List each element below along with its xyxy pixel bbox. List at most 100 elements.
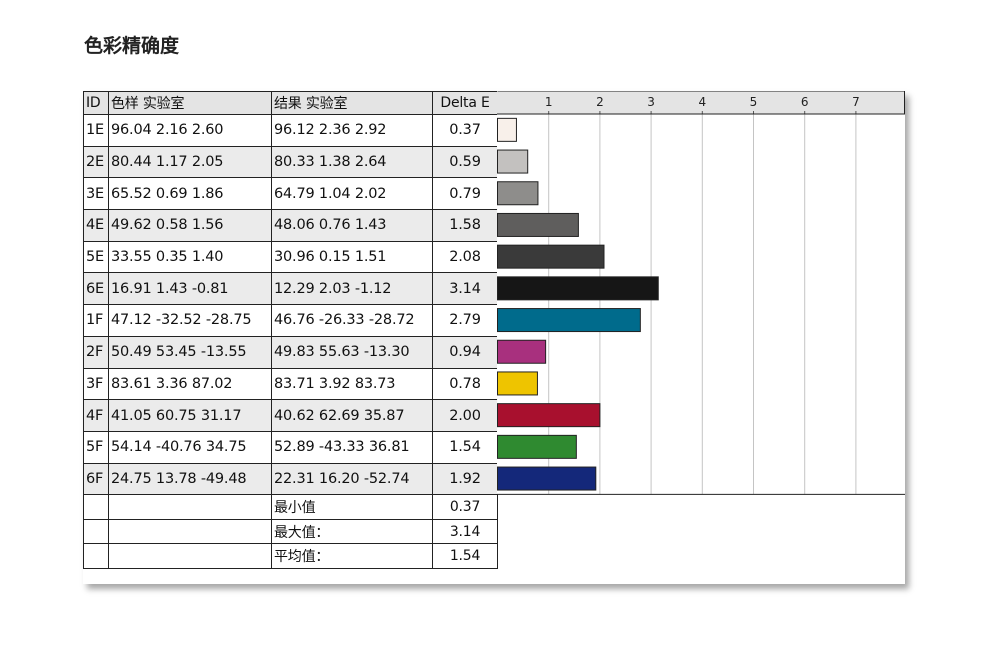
summary-empty-sample — [108, 518, 272, 545]
summary-label: 最大值： — [271, 518, 433, 545]
summary-value: 3.14 — [432, 518, 498, 545]
row-id: 2F — [83, 335, 109, 369]
row-sample-lab: 54.14 -40.76 34.75 — [108, 430, 272, 464]
row-sample-lab: 49.62 0.58 1.56 — [108, 209, 272, 242]
row-id: 4F — [83, 399, 109, 432]
summary-label: 最小值 — [271, 494, 433, 520]
summary-empty-sample — [108, 494, 272, 520]
row-sample-lab: 96.04 2.16 2.60 — [108, 114, 272, 147]
row-delta-e: 1.54 — [432, 430, 498, 464]
summary-empty-id — [83, 494, 109, 520]
table-row: 2E 80.44 1.17 2.05 80.33 1.38 2.64 0.59 — [83, 145, 498, 179]
row-delta-e: 0.94 — [432, 335, 498, 369]
row-delta-e: 0.78 — [432, 367, 498, 401]
tick-label: 3 — [647, 95, 655, 109]
tick-label: 4 — [698, 95, 706, 109]
tick-label: 7 — [852, 95, 860, 109]
row-result-lab: 80.33 1.38 2.64 — [271, 145, 433, 179]
bar-1F — [497, 308, 641, 333]
bar-6E — [497, 276, 659, 301]
table-row: 3E 65.52 0.69 1.86 64.79 1.04 2.02 0.79 — [83, 177, 498, 211]
row-result-lab: 22.31 16.20 -52.74 — [271, 462, 433, 496]
table-row: 1F 47.12 -32.52 -28.75 46.76 -26.33 -28.72… — [83, 304, 498, 337]
row-sample-lab: 50.49 53.45 -13.55 — [108, 335, 272, 369]
plot-area — [497, 114, 905, 495]
row-result-lab: 46.76 -26.33 -28.72 — [271, 304, 433, 337]
header-id: ID — [83, 91, 109, 115]
row-sample-lab: 16.91 1.43 -0.81 — [108, 272, 272, 306]
page-title: 色彩精确度 — [84, 35, 180, 57]
row-result-lab: 30.96 0.15 1.51 — [271, 240, 433, 274]
bar-5E — [497, 244, 605, 269]
row-result-lab: 64.79 1.04 2.02 — [271, 177, 433, 211]
row-delta-e: 2.00 — [432, 399, 498, 432]
color-accuracy-panel: ID 色样 实验室 结果 实验室 Delta E 1E 96.04 2.16 2.60 96… — [83, 91, 905, 584]
row-sample-lab: 65.52 0.69 1.86 — [108, 177, 272, 211]
delta-e-bar-chart: 1 2 3 4 5 6 7 — [497, 91, 905, 495]
row-result-lab: 83.71 3.92 83.73 — [271, 367, 433, 401]
header-sample-lab: 色样 实验室 — [108, 91, 272, 115]
row-id: 2E — [83, 145, 109, 179]
bar-4E — [497, 212, 579, 237]
table-row: 5F 54.14 -40.76 34.75 52.89 -43.33 36.81 1.… — [83, 430, 498, 464]
row-delta-e: 0.37 — [432, 114, 498, 147]
table-row: 4F 41.05 60.75 31.17 40.62 62.69 35.87 2.00 — [83, 399, 498, 432]
row-delta-e: 0.59 — [432, 145, 498, 179]
row-delta-e: 2.79 — [432, 304, 498, 337]
color-accuracy-table: ID 色样 实验室 结果 实验室 Delta E 1E 96.04 2.16 2.60 96… — [83, 91, 498, 569]
row-id: 1E — [83, 114, 109, 147]
bar-5F — [497, 434, 577, 459]
row-delta-e: 1.92 — [432, 462, 498, 496]
bar-1E — [497, 117, 517, 142]
row-id: 5E — [83, 240, 109, 274]
row-sample-lab: 24.75 13.78 -49.48 — [108, 462, 272, 496]
summary-empty-sample — [108, 543, 272, 569]
summary-empty-id — [83, 518, 109, 545]
table-row: 1E 96.04 2.16 2.60 96.12 2.36 2.92 0.37 — [83, 114, 498, 147]
summary-label: 平均值： — [271, 543, 433, 569]
row-sample-lab: 41.05 60.75 31.17 — [108, 399, 272, 432]
row-id: 3F — [83, 367, 109, 401]
tick-label: 6 — [801, 95, 809, 109]
tick-label: 5 — [750, 95, 758, 109]
row-delta-e: 0.79 — [432, 177, 498, 211]
row-id: 1F — [83, 304, 109, 337]
summary-row: 最小值 0.37 — [83, 494, 498, 520]
table-row: 4E 49.62 0.58 1.56 48.06 0.76 1.43 1.58 — [83, 209, 498, 242]
row-id: 4E — [83, 209, 109, 242]
row-result-lab: 52.89 -43.33 36.81 — [271, 430, 433, 464]
table-row: 6F 24.75 13.78 -49.48 22.31 16.20 -52.74 1.… — [83, 462, 498, 496]
bar-3E — [497, 181, 539, 206]
tick-label: 2 — [596, 95, 604, 109]
header-delta-e: Delta E — [432, 91, 498, 115]
row-id: 5F — [83, 430, 109, 464]
row-result-lab: 49.83 55.63 -13.30 — [271, 335, 433, 369]
table-row: 3F 83.61 3.36 87.02 83.71 3.92 83.73 0.78 — [83, 367, 498, 401]
bar-2F — [497, 339, 547, 364]
row-id: 6F — [83, 462, 109, 496]
bar-4F — [497, 403, 601, 428]
bar-6F — [497, 466, 597, 491]
row-delta-e: 3.14 — [432, 272, 498, 306]
summary-row: 最大值： 3.14 — [83, 518, 498, 545]
row-result-lab: 40.62 62.69 35.87 — [271, 399, 433, 432]
bar-3F — [497, 371, 538, 396]
header-result-lab: 结果 实验室 — [271, 91, 433, 115]
table-row: 6E 16.91 1.43 -0.81 12.29 2.03 -1.12 3.14 — [83, 272, 498, 306]
summary-value: 0.37 — [432, 494, 498, 520]
row-result-lab: 48.06 0.76 1.43 — [271, 209, 433, 242]
table-header-row: ID 色样 实验室 结果 实验室 Delta E — [83, 91, 498, 115]
row-sample-lab: 33.55 0.35 1.40 — [108, 240, 272, 274]
table-row: 5E 33.55 0.35 1.40 30.96 0.15 1.51 2.08 — [83, 240, 498, 274]
row-sample-lab: 83.61 3.36 87.02 — [108, 367, 272, 401]
chart-axis-band — [497, 91, 905, 114]
row-sample-lab: 47.12 -32.52 -28.75 — [108, 304, 272, 337]
row-delta-e: 1.58 — [432, 209, 498, 242]
row-delta-e: 2.08 — [432, 240, 498, 274]
row-result-lab: 96.12 2.36 2.92 — [271, 114, 433, 147]
bar-2E — [497, 149, 529, 174]
row-sample-lab: 80.44 1.17 2.05 — [108, 145, 272, 179]
row-result-lab: 12.29 2.03 -1.12 — [271, 272, 433, 306]
summary-empty-id — [83, 543, 109, 569]
row-id: 6E — [83, 272, 109, 306]
